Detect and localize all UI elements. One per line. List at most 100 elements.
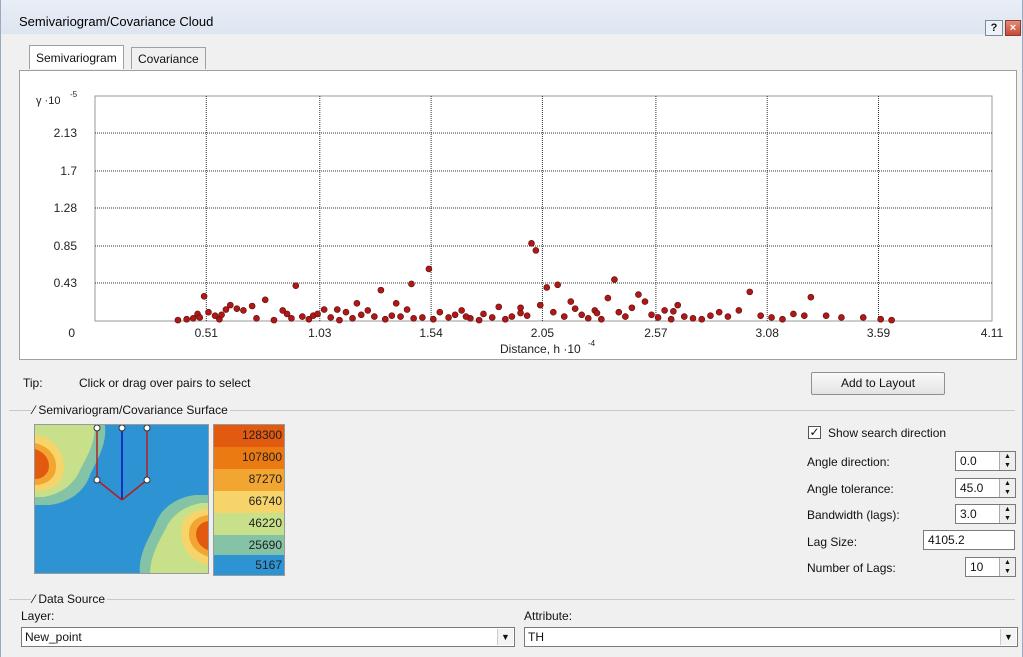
attribute-dropdown[interactable]: TH ▼ xyxy=(524,627,1018,647)
x-tick-label: 1.54 xyxy=(419,326,443,340)
layer-dropdown[interactable]: New_point ▼ xyxy=(21,627,515,647)
x-tick-label: 0.51 xyxy=(195,326,219,340)
data-point xyxy=(779,315,786,323)
data-point xyxy=(475,316,483,324)
chevron-down-icon[interactable]: ▼ xyxy=(1000,629,1016,645)
bandwidth-spinner[interactable]: 3.0 ▲ ▼ xyxy=(955,504,1016,524)
number-of-lags-value: 10 xyxy=(970,560,984,574)
data-point xyxy=(724,313,732,320)
title-bar: Semivariogram/Covariance Cloud ? × xyxy=(1,0,1022,36)
y-tick-label: 0.85 xyxy=(54,239,78,253)
surface-legend: 128300 107800 87270 66740 46220 25690 51… xyxy=(213,424,285,576)
data-point xyxy=(218,311,225,319)
data-point xyxy=(462,313,470,320)
data-point xyxy=(320,306,328,313)
data-point xyxy=(200,292,208,300)
legend-item: 128300 xyxy=(214,425,284,447)
data-point xyxy=(550,308,557,316)
spin-down-icon[interactable]: ▼ xyxy=(1004,515,1011,522)
spin-down-icon[interactable]: ▼ xyxy=(1004,462,1011,469)
layer-label: Layer: xyxy=(21,609,55,623)
data-point xyxy=(436,308,444,316)
data-point xyxy=(536,301,544,309)
attribute-label: Attribute: xyxy=(524,609,573,623)
semivariogram-cloud-chart[interactable]: 0.51 1.03 1.54 2.05 2.57 3.08 3.59 4.11 0 0.43 0.8… xyxy=(20,71,1018,361)
lag-size-label: Lag Size: xyxy=(807,535,858,549)
x-tick-label: 2.05 xyxy=(531,326,555,340)
legend-item: 66740 xyxy=(214,491,284,513)
collapse-icon[interactable]: ⁄ xyxy=(33,592,39,606)
data-source-divider xyxy=(9,599,1015,600)
data-point xyxy=(838,314,845,321)
data-point xyxy=(425,265,433,273)
data-point xyxy=(364,307,372,314)
data-point xyxy=(392,300,400,307)
legend-item: 46220 xyxy=(214,513,284,535)
data-point xyxy=(628,304,636,312)
x-tick-label: 4.11 xyxy=(981,326,1004,340)
y-axis-label: γ ·10 xyxy=(36,95,60,107)
help-button[interactable]: ? xyxy=(985,20,1003,36)
layer-value: New_point xyxy=(25,630,82,644)
data-point xyxy=(445,314,452,321)
angle-direction-spinner[interactable]: 0.0 ▲ ▼ xyxy=(955,451,1016,471)
data-source-title-text: Data Source xyxy=(38,592,106,606)
spin-down-icon[interactable]: ▼ xyxy=(1004,568,1011,575)
x-tick-label: 3.08 xyxy=(756,326,780,340)
attribute-value: TH xyxy=(528,630,544,644)
data-point xyxy=(604,294,612,302)
chevron-down-icon[interactable]: ▼ xyxy=(497,629,513,645)
semivariogram-chart-panel[interactable]: 0.51 1.03 1.54 2.05 2.57 3.08 3.59 4.11 0 0.43 0.8… xyxy=(19,70,1017,360)
tab-semivariogram[interactable]: Semivariogram xyxy=(29,45,124,69)
data-point xyxy=(635,291,642,298)
y-tick-label: 2.13 xyxy=(54,126,78,140)
data-point xyxy=(248,302,256,310)
data-point xyxy=(859,314,867,321)
spin-up-icon[interactable]: ▲ xyxy=(1004,559,1011,566)
data-point xyxy=(288,315,295,322)
data-point xyxy=(615,308,623,316)
data-point xyxy=(333,306,341,313)
x-axis-exponent: -4 xyxy=(588,339,596,348)
tip-label: Tip: xyxy=(23,376,43,390)
data-point xyxy=(768,314,775,321)
close-button[interactable]: × xyxy=(1005,20,1021,36)
surface-group-title: ⁄ Semivariogram/Covariance Surface xyxy=(31,403,230,417)
semivariogram-surface-map[interactable] xyxy=(34,424,209,574)
number-of-lags-spinner[interactable]: 10 ▲ ▼ xyxy=(965,557,1016,577)
spin-down-icon[interactable]: ▼ xyxy=(1004,489,1011,496)
legend-item: 5167 xyxy=(214,555,284,575)
spin-up-icon[interactable]: ▲ xyxy=(1004,453,1011,460)
data-point xyxy=(458,307,465,314)
data-point xyxy=(397,313,404,320)
spin-up-icon[interactable]: ▲ xyxy=(1004,506,1011,513)
lag-size-input[interactable]: 4105.2 xyxy=(923,530,1015,550)
data-point xyxy=(888,316,895,324)
data-point xyxy=(532,247,540,254)
data-point xyxy=(205,308,212,316)
data-point xyxy=(233,305,241,312)
data-point xyxy=(543,284,551,291)
data-point xyxy=(377,286,385,294)
bandwidth-label: Bandwidth (lags): xyxy=(807,508,900,522)
data-point xyxy=(560,313,568,320)
collapse-icon[interactable]: ⁄ xyxy=(33,403,39,417)
data-point xyxy=(670,307,677,315)
data-point xyxy=(174,316,182,324)
bandwidth-value: 3.0 xyxy=(960,507,977,521)
angle-tolerance-spinner[interactable]: 45.0 ▲ ▼ xyxy=(955,478,1016,498)
data-point xyxy=(183,315,190,323)
add-to-layout-button[interactable]: Add to Layout xyxy=(811,372,945,395)
data-point xyxy=(661,307,668,314)
tab-covariance[interactable]: Covariance xyxy=(131,47,206,69)
data-point xyxy=(790,310,797,318)
data-point xyxy=(578,311,585,319)
data-point xyxy=(222,306,230,313)
show-search-direction-checkbox[interactable]: ✓ xyxy=(808,425,821,439)
data-point xyxy=(283,310,291,318)
data-point xyxy=(261,296,269,304)
window-title: Semivariogram/Covariance Cloud xyxy=(19,14,214,29)
data-point xyxy=(528,240,535,247)
spin-up-icon[interactable]: ▲ xyxy=(1004,480,1011,487)
